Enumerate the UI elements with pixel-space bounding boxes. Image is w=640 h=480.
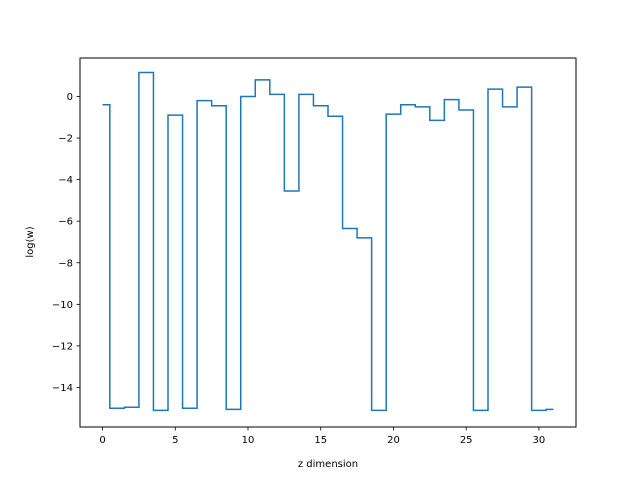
y-tick-label: −8 bbox=[58, 258, 73, 269]
x-tick-label: 10 bbox=[242, 435, 255, 446]
series-line-0 bbox=[102, 71, 554, 412]
y-axis-ticks: 0 −2 −4 −6 −8 −10 −12 −14 bbox=[52, 92, 80, 394]
x-tick-label: 25 bbox=[460, 435, 473, 446]
x-axis-label: z dimension bbox=[298, 459, 358, 470]
x-axis-ticks: 0 5 10 15 20 25 30 bbox=[99, 427, 545, 446]
plot-layer bbox=[102, 71, 554, 412]
x-tick-label: 15 bbox=[314, 435, 327, 446]
y-tick-label: −6 bbox=[58, 217, 73, 228]
x-tick-label: 30 bbox=[533, 435, 546, 446]
y-tick-label: −14 bbox=[52, 383, 73, 394]
axes-frame bbox=[79, 57, 577, 428]
y-tick-label: −10 bbox=[52, 300, 73, 311]
y-tick-label: −12 bbox=[52, 341, 73, 352]
y-tick-label: 0 bbox=[67, 92, 73, 103]
x-tick-label: 20 bbox=[387, 435, 400, 446]
x-tick-label: 5 bbox=[172, 435, 178, 446]
y-axis-label: log(w) bbox=[25, 226, 36, 257]
y-tick-label: −4 bbox=[58, 175, 73, 186]
x-tick-label: 0 bbox=[99, 435, 105, 446]
y-tick-label: −2 bbox=[58, 134, 73, 145]
